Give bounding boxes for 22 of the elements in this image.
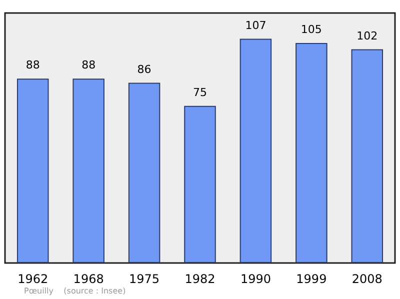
bar xyxy=(184,106,216,263)
x-tick-label: 1968 xyxy=(73,272,104,286)
data-label: 107 xyxy=(245,18,266,32)
bar xyxy=(128,82,160,263)
bar xyxy=(16,78,49,263)
x-tick-label: 1975 xyxy=(129,272,160,286)
data-label: 86 xyxy=(137,62,152,76)
x-tick-label: 1999 xyxy=(296,272,327,286)
bar xyxy=(296,42,328,263)
bar xyxy=(240,38,272,263)
data-label: 105 xyxy=(300,22,322,36)
x-tick-label: 1962 xyxy=(18,272,48,286)
bar xyxy=(351,49,384,263)
data-label: 102 xyxy=(356,29,378,42)
bar xyxy=(72,78,104,263)
text: Pœuilly (source : Insee) xyxy=(24,286,126,296)
x-tick-label: 1990 xyxy=(240,272,271,286)
data-label: 88 xyxy=(26,58,40,72)
data-label: 75 xyxy=(193,86,207,99)
x-tick-label: 2008 xyxy=(352,272,382,286)
x-tick-label: 1982 xyxy=(184,272,216,286)
data-label: 88 xyxy=(82,58,96,72)
